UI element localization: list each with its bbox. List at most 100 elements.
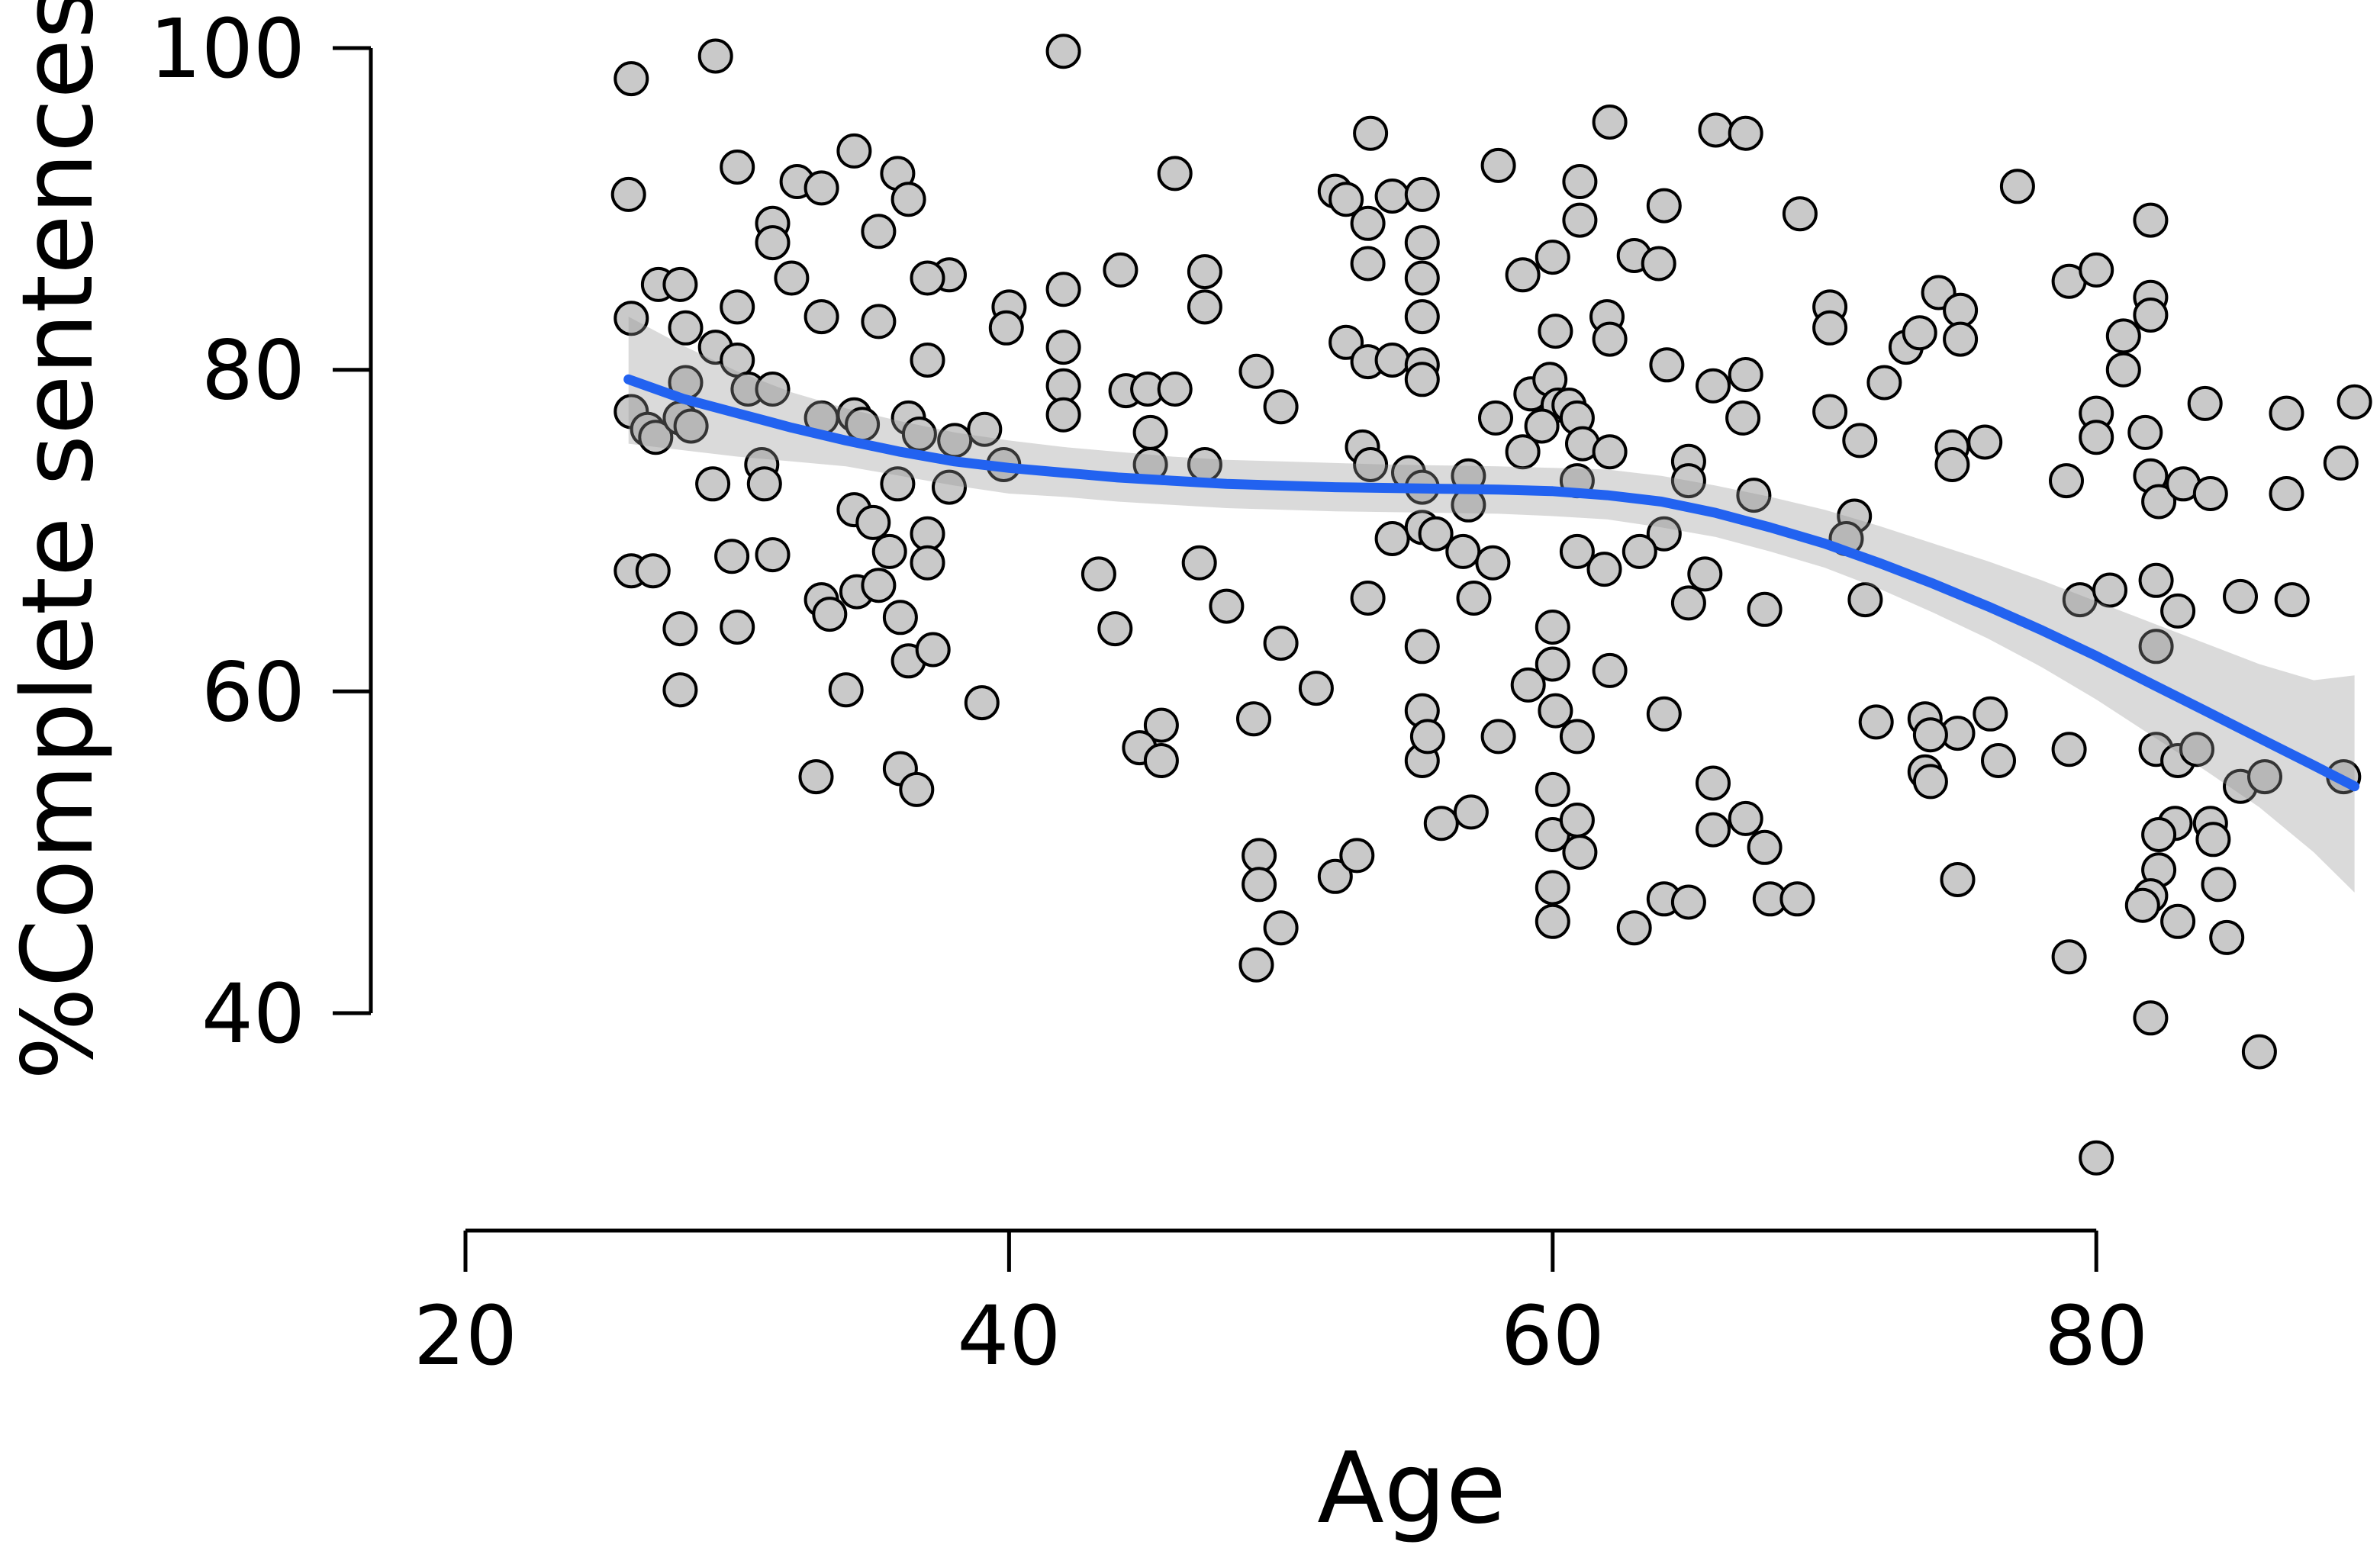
data-point: [1670, 463, 1706, 499]
data-point: [1779, 881, 1815, 917]
data-point: [804, 299, 839, 335]
data-point: [804, 170, 839, 206]
data-point: [1409, 719, 1445, 755]
data-point: [662, 611, 698, 647]
data-point: [774, 260, 810, 296]
data-point: [1559, 533, 1595, 569]
data-point: [2051, 732, 2087, 767]
data-point: [1670, 585, 1706, 621]
data-point: [1943, 292, 1979, 328]
data-point: [1524, 408, 1560, 444]
data-point: [2133, 1000, 2169, 1036]
data-point: [1157, 156, 1193, 191]
data-point: [1562, 202, 1598, 238]
data-point: [1187, 254, 1222, 290]
data-point: [1902, 315, 1937, 351]
data-point: [1973, 696, 2008, 732]
data-point: [1535, 870, 1570, 906]
data-point: [668, 310, 704, 346]
data-point: [1478, 400, 1513, 436]
data-point: [1562, 164, 1598, 199]
data-point: [1535, 610, 1570, 645]
data-point: [1453, 794, 1489, 830]
data-point: [861, 304, 897, 339]
data-point: [1940, 862, 1976, 897]
data-point: [1646, 516, 1682, 552]
data-point: [2049, 463, 2084, 499]
confidence-band: [628, 317, 2355, 893]
data-point: [861, 214, 897, 249]
data-point: [2247, 759, 2282, 795]
data-point: [1298, 671, 1334, 706]
data-point: [1538, 314, 1573, 349]
data-point: [910, 545, 945, 581]
data-point: [882, 600, 918, 636]
loess-smooth-line: [623, 374, 2360, 792]
data-point: [662, 672, 698, 708]
data-point: [614, 61, 649, 97]
data-point: [1263, 626, 1299, 661]
data-point: [1404, 299, 1440, 335]
data-point: [2223, 578, 2258, 614]
loess-smooth-line-layer: [623, 374, 2360, 792]
data-point: [1535, 771, 1570, 807]
data-point: [610, 176, 646, 212]
data-point: [2079, 252, 2114, 288]
data-point: [1687, 556, 1723, 592]
data-point: [1374, 521, 1410, 556]
data-point: [1242, 867, 1277, 903]
data-point: [1339, 838, 1375, 874]
data-point: [1535, 240, 1570, 275]
data-point: [2160, 903, 2196, 939]
data-point: [2141, 817, 2177, 852]
data-point: [1728, 800, 1763, 836]
data-point: [1696, 812, 1731, 848]
data-point: [901, 417, 937, 452]
data-point: [1670, 884, 1706, 920]
y-tick-label: 40: [201, 967, 305, 1062]
data-point: [697, 38, 733, 74]
data-point: [1404, 362, 1440, 397]
data-point: [1350, 246, 1386, 282]
data-point: [1912, 764, 1948, 800]
data-point: [1404, 225, 1440, 261]
data-point: [2209, 919, 2245, 955]
data-point: [1725, 400, 1761, 436]
data-point: [1592, 434, 1628, 470]
data-point: [2051, 939, 2087, 975]
data-point: [2179, 732, 2214, 767]
data-point: [1538, 693, 1573, 729]
data-point: [988, 310, 1024, 346]
data-point: [2187, 385, 2223, 421]
data-point: [2269, 476, 2304, 511]
data-point: [1698, 112, 1734, 148]
data-point: [798, 759, 834, 795]
data-point: [2160, 593, 2196, 629]
data-point: [1505, 257, 1541, 293]
y-axis-title: %Complete sentences: [2, 0, 115, 1080]
data-point: [2124, 887, 2160, 923]
data-point: [2141, 484, 2177, 520]
data-point: [720, 289, 755, 325]
data-point: [2127, 414, 2163, 450]
data-point: [1934, 447, 1970, 482]
data-point: [915, 632, 951, 668]
data-point: [964, 685, 1000, 721]
data-point: [1045, 34, 1081, 69]
data-point: [1696, 765, 1731, 801]
data-point: [1263, 389, 1299, 425]
data-point: [1445, 533, 1481, 569]
data-point: [1423, 806, 1459, 841]
data-point: [1143, 707, 1179, 743]
data-point: [1374, 343, 1410, 378]
data-point: [1747, 591, 1783, 627]
data-point: [812, 597, 848, 632]
data-point: [1535, 903, 1570, 939]
data-point: [1181, 545, 1217, 581]
data-point: [1592, 105, 1628, 140]
data-point: [1187, 289, 1222, 325]
data-point: [673, 408, 709, 444]
data-point: [1045, 272, 1081, 307]
data-point: [1586, 552, 1622, 587]
data-point: [1782, 196, 1818, 232]
